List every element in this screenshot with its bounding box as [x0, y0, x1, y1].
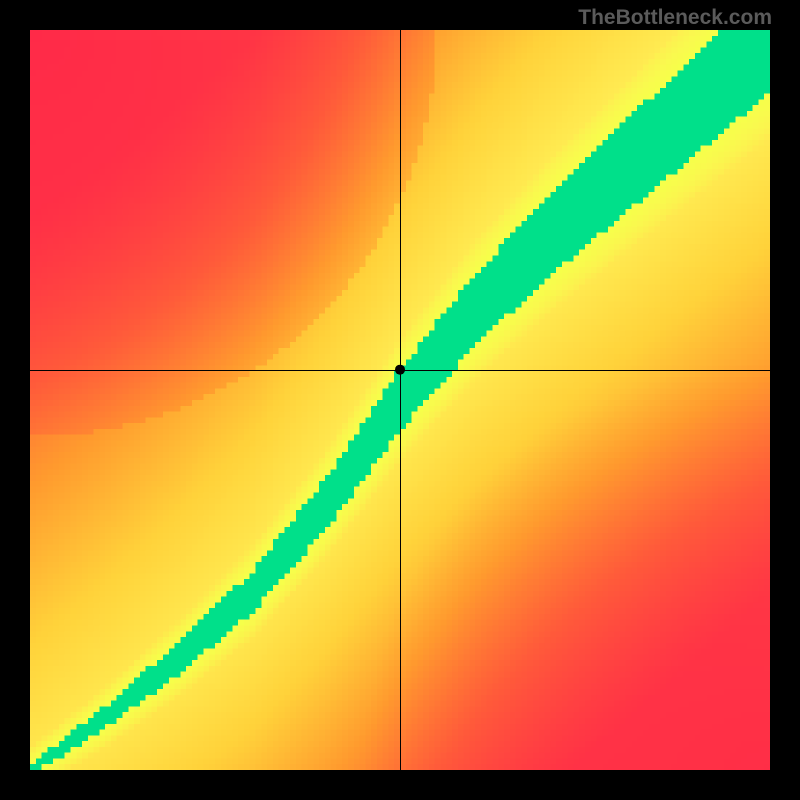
crosshair-overlay	[30, 30, 770, 770]
chart-container: TheBottleneck.com	[0, 0, 800, 800]
watermark-text: TheBottleneck.com	[578, 6, 772, 30]
